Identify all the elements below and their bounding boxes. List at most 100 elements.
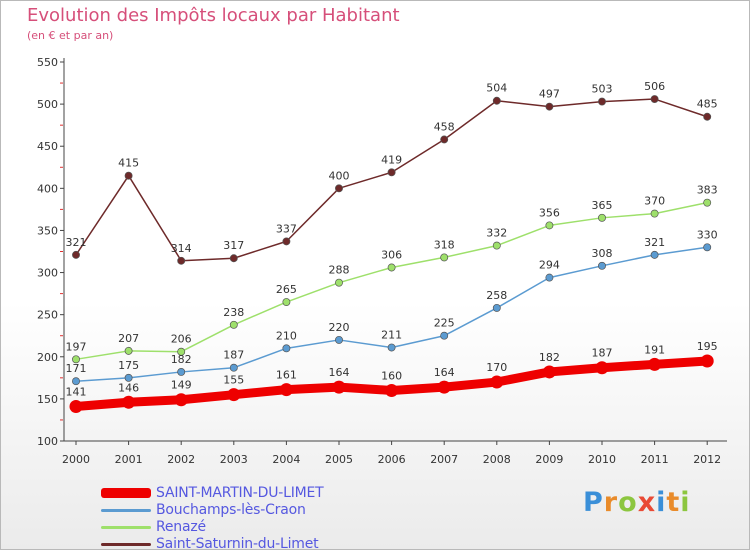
data-point: [332, 380, 346, 394]
data-point: [437, 380, 451, 394]
data-label: 207: [118, 332, 139, 345]
data-label: 308: [592, 247, 613, 260]
data-point: [335, 278, 343, 287]
data-point: [387, 263, 396, 272]
y-tick-label: 150: [37, 393, 58, 406]
data-point: [650, 250, 659, 259]
data-label: 337: [276, 222, 297, 235]
logo-letter: r: [603, 487, 619, 518]
data-label: 195: [697, 340, 718, 353]
data-point: [703, 112, 712, 121]
data-label: 210: [276, 329, 297, 342]
data-point: [545, 102, 554, 111]
y-tick-label: 250: [37, 309, 58, 322]
data-label: 383: [697, 184, 718, 197]
logo-letter: i: [656, 487, 667, 518]
data-point: [387, 168, 396, 177]
data-point: [545, 221, 554, 230]
x-tick-label: 2008: [483, 453, 511, 466]
data-label: 187: [223, 349, 244, 362]
data-point: [124, 373, 133, 382]
data-label: 238: [223, 306, 244, 319]
data-point: [703, 243, 712, 252]
data-label: 400: [329, 169, 350, 182]
data-point: [229, 320, 238, 329]
data-label: 206: [171, 333, 192, 346]
legend-label: SAINT-MARTIN-DU-LIMET: [156, 485, 324, 501]
legend-swatch: [101, 526, 151, 529]
data-label: 146: [118, 381, 139, 394]
data-label: 197: [66, 340, 87, 353]
data-point: [72, 355, 80, 364]
logo-letter: i: [680, 487, 691, 518]
data-label: 321: [644, 236, 665, 249]
data-label: 294: [539, 259, 560, 272]
data-label: 161: [276, 369, 297, 382]
data-label: 164: [329, 366, 350, 379]
data-point: [69, 399, 83, 413]
data-point: [124, 346, 133, 355]
data-point: [440, 135, 449, 144]
data-label: 370: [644, 195, 665, 208]
legend-label: Bouchamps-lès-Craon: [156, 502, 306, 518]
data-point: [598, 261, 606, 270]
data-point: [492, 303, 501, 312]
proxiti-logo: Proxiti: [583, 487, 691, 518]
data-point: [335, 184, 343, 193]
data-point: [440, 253, 449, 262]
data-point: [282, 344, 291, 353]
x-tick-label: 2001: [115, 453, 143, 466]
data-point: [282, 237, 291, 246]
data-label: 211: [381, 329, 402, 342]
data-point: [492, 96, 501, 105]
logo-letter: x: [637, 487, 657, 518]
data-point: [177, 347, 186, 356]
data-point: [595, 361, 609, 375]
data-point: [700, 354, 714, 368]
legend-swatch: [101, 543, 151, 546]
data-label: 317: [223, 239, 244, 252]
x-tick-label: 2006: [378, 453, 406, 466]
data-label: 365: [592, 199, 613, 212]
data-point: [174, 393, 188, 407]
x-tick-label: 2010: [588, 453, 616, 466]
data-label: 225: [434, 317, 455, 330]
data-label: 497: [539, 88, 560, 101]
x-tick-label: 2007: [430, 453, 458, 466]
data-label: 332: [486, 227, 507, 240]
data-point: [335, 335, 343, 344]
x-tick-label: 2012: [693, 453, 721, 466]
data-label: 415: [118, 157, 139, 170]
data-point: [122, 395, 136, 409]
data-point: [650, 209, 659, 218]
data-label: 182: [539, 351, 560, 364]
data-label: 288: [329, 264, 350, 277]
data-label: 503: [592, 83, 613, 96]
data-point: [703, 198, 712, 207]
logo-letter: o: [618, 487, 638, 518]
data-point: [279, 383, 293, 397]
y-tick-label: 350: [37, 224, 58, 237]
data-label: 330: [697, 228, 718, 241]
data-label: 220: [329, 321, 350, 334]
y-tick-label: 300: [37, 267, 58, 280]
x-tick-label: 2000: [62, 453, 90, 466]
data-point: [72, 377, 80, 386]
data-label: 155: [223, 374, 244, 387]
data-label: 318: [434, 238, 455, 251]
data-label: 314: [171, 242, 192, 255]
data-label: 187: [592, 347, 613, 360]
data-label: 164: [434, 366, 455, 379]
series-line: [75, 98, 708, 262]
y-tick-label: 200: [37, 351, 58, 364]
data-point: [648, 357, 662, 371]
data-point: [282, 298, 291, 306]
x-tick-label: 2003: [220, 453, 248, 466]
data-point: [545, 273, 554, 282]
data-label: 265: [276, 283, 297, 296]
data-label: 191: [644, 343, 665, 356]
data-label: 258: [486, 289, 507, 302]
data-point: [177, 367, 186, 376]
data-label: 182: [171, 353, 192, 366]
